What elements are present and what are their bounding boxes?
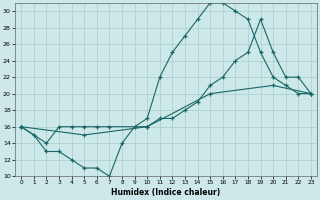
X-axis label: Humidex (Indice chaleur): Humidex (Indice chaleur)	[111, 188, 221, 197]
